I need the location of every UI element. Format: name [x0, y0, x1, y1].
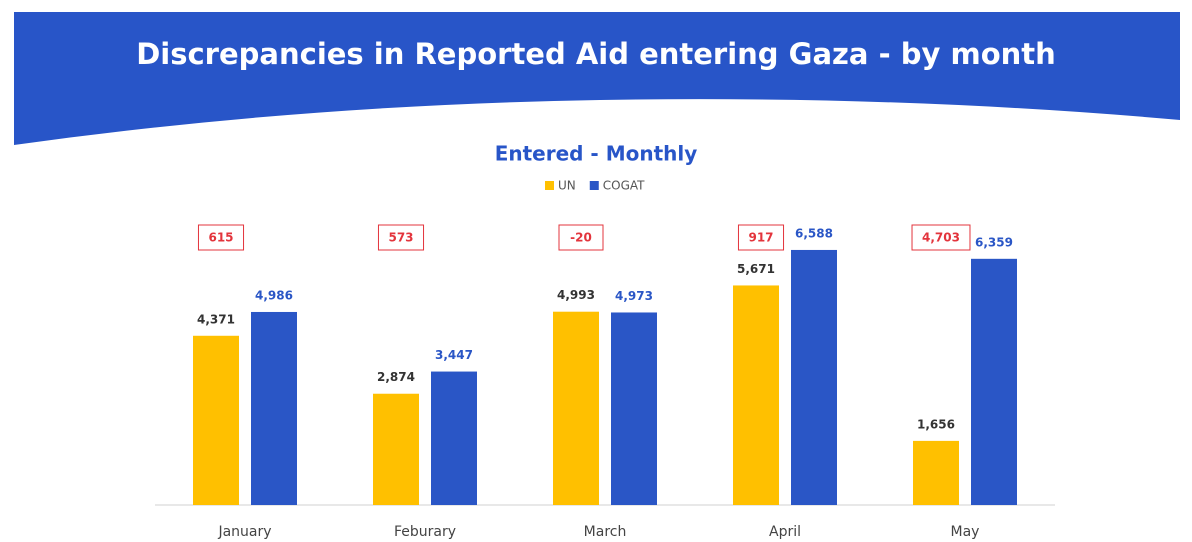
- bar: [971, 258, 1017, 505]
- legend-swatch: [589, 181, 599, 190]
- x-tick-label: January: [217, 524, 271, 540]
- legend-swatch: [545, 181, 554, 190]
- bar: [553, 311, 599, 505]
- chart-subtitle: Entered - Monthly: [495, 142, 698, 166]
- x-tick-label: May: [951, 524, 980, 540]
- difference-label: 615: [208, 231, 233, 245]
- x-tick-label: April: [769, 524, 801, 540]
- legend-label: COGAT: [603, 179, 645, 193]
- value-label: 3,447: [435, 348, 473, 362]
- bar: [791, 249, 837, 505]
- difference-label: -20: [570, 231, 592, 245]
- bar: [733, 285, 779, 505]
- bar: [913, 440, 959, 505]
- difference-box: [737, 224, 785, 251]
- value-label: 4,986: [255, 288, 293, 302]
- bar: [611, 312, 657, 505]
- difference-label: 917: [748, 231, 773, 245]
- value-label: 2,874: [377, 370, 415, 384]
- legend-label: UN: [558, 179, 576, 193]
- value-label: 5,671: [737, 262, 775, 276]
- chart-title: Discrepancies in Reported Aid entering G…: [136, 37, 1056, 71]
- difference-box: [377, 224, 425, 251]
- bar: [373, 393, 419, 505]
- difference-box: [911, 224, 971, 251]
- difference-box: [197, 224, 245, 251]
- difference-box: [558, 224, 604, 251]
- x-tick-label: Feburary: [394, 524, 456, 540]
- title-banner: [14, 12, 1180, 145]
- x-tick-label: March: [584, 524, 627, 540]
- value-label: 4,973: [615, 289, 653, 303]
- bar: [251, 311, 297, 505]
- bar: [193, 335, 239, 505]
- value-label: 4,371: [197, 312, 235, 326]
- value-label: 1,656: [917, 417, 955, 431]
- value-label: 6,588: [795, 226, 833, 240]
- difference-label: 4,703: [922, 231, 960, 245]
- value-label: 4,993: [557, 288, 595, 302]
- difference-label: 573: [388, 231, 413, 245]
- value-label: 6,359: [975, 235, 1013, 249]
- bar: [431, 371, 477, 505]
